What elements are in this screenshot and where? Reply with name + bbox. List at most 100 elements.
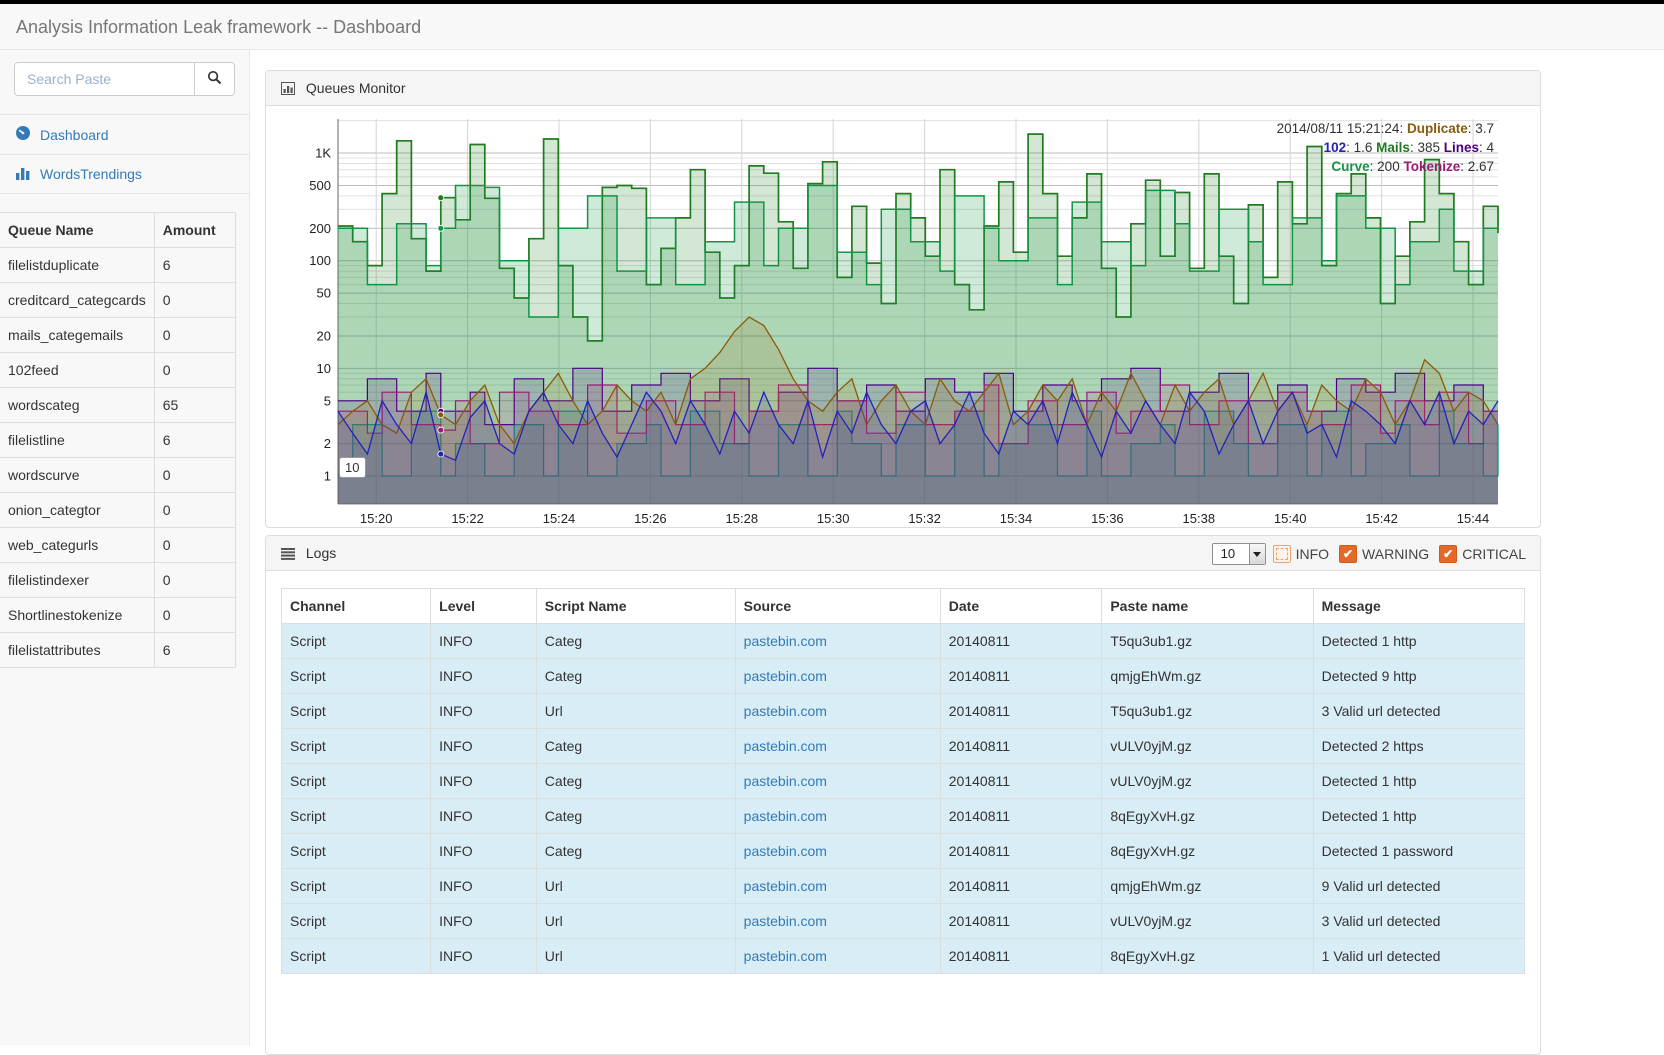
source-link[interactable]: pastebin.com: [744, 913, 827, 929]
log-cell: pastebin.com: [735, 659, 940, 694]
sidebar-item-dashboard[interactable]: Dashboard: [0, 114, 249, 154]
source-link[interactable]: pastebin.com: [744, 808, 827, 824]
svg-text:15:32: 15:32: [908, 511, 941, 526]
source-link[interactable]: pastebin.com: [744, 878, 827, 894]
log-cell: 1 Valid url detected: [1313, 939, 1524, 974]
queue-name: wordscurve: [0, 458, 154, 493]
source-link[interactable]: pastebin.com: [744, 738, 827, 754]
legend-segment: Mails: [1376, 140, 1410, 155]
svg-text:15:22: 15:22: [451, 511, 484, 526]
filter-checkbox-info[interactable]: [1273, 545, 1291, 563]
queue-name: 102feed: [0, 353, 154, 388]
queue-row: creditcard_categcards0: [0, 283, 236, 318]
queue-name: web_categurls: [0, 528, 154, 563]
log-cell: INFO: [431, 799, 537, 834]
queue-row: 102feed0: [0, 353, 236, 388]
source-link[interactable]: pastebin.com: [744, 773, 827, 789]
sidebar-item-wordstrendings[interactable]: WordsTrendings: [0, 154, 249, 194]
svg-text:15:34: 15:34: [1000, 511, 1033, 526]
log-cell: INFO: [431, 659, 537, 694]
legend-segment: : 1.6: [1346, 140, 1376, 155]
queue-amount: 0: [154, 598, 235, 633]
queues-chart[interactable]: 15:2015:2215:2415:2615:2815:3015:3215:34…: [282, 115, 1526, 528]
source-link[interactable]: pastebin.com: [744, 703, 827, 719]
source-link[interactable]: pastebin.com: [744, 633, 827, 649]
svg-text:500: 500: [309, 178, 331, 193]
search-button[interactable]: [195, 62, 235, 96]
search-icon: [207, 70, 222, 88]
svg-text:15:30: 15:30: [817, 511, 850, 526]
log-cell: Script: [282, 939, 431, 974]
svg-text:5: 5: [324, 393, 331, 408]
log-cell: vULV0yjM.gz: [1102, 904, 1313, 939]
log-cell: Detected 1 password: [1313, 834, 1524, 869]
queue-row: wordscurve0: [0, 458, 236, 493]
queues-monitor-header: Queues Monitor: [266, 71, 1540, 106]
select-arrow-icon: [1249, 544, 1265, 564]
queue-amount: 6: [154, 423, 235, 458]
filter-checkbox-warning[interactable]: ✔: [1339, 545, 1357, 563]
legend-segment: : 3.7: [1468, 121, 1494, 136]
log-cell: pastebin.com: [735, 904, 940, 939]
log-cell: 20140811: [940, 694, 1102, 729]
log-cell: INFO: [431, 869, 537, 904]
queue-row: filelistindexer0: [0, 563, 236, 598]
log-row: ScriptINFOCategpastebin.com201408118qEgy…: [282, 834, 1525, 869]
queue-name: filelistline: [0, 423, 154, 458]
queue-name: mails_categemails: [0, 318, 154, 353]
svg-text:15:40: 15:40: [1274, 511, 1307, 526]
log-cell: 20140811: [940, 729, 1102, 764]
roll-period-input[interactable]: 10: [339, 457, 366, 478]
log-cell: 20140811: [940, 869, 1102, 904]
log-cell: Script: [282, 799, 431, 834]
log-row: ScriptINFOCategpastebin.com20140811vULV0…: [282, 764, 1525, 799]
log-cell: vULV0yjM.gz: [1102, 729, 1313, 764]
log-cell: INFO: [431, 694, 537, 729]
queue-amount: 6: [154, 248, 235, 283]
queue-amount: 0: [154, 353, 235, 388]
queue-amount: 0: [154, 493, 235, 528]
legend-segment: Duplicate: [1407, 121, 1468, 136]
queue-row: web_categurls0: [0, 528, 236, 563]
page-size-select[interactable]: 10: [1212, 543, 1266, 565]
filter-label: CRITICAL: [1462, 537, 1526, 571]
log-cell: Script: [282, 904, 431, 939]
source-link[interactable]: pastebin.com: [744, 668, 827, 684]
log-cell: 20140811: [940, 624, 1102, 659]
filter-checkbox-critical[interactable]: ✔: [1439, 545, 1457, 563]
queue-row: filelistattributes6: [0, 633, 236, 668]
log-cell: Script: [282, 834, 431, 869]
logs-col-header: Script Name: [536, 589, 735, 624]
log-cell: 9 Valid url detected: [1313, 869, 1524, 904]
source-link[interactable]: pastebin.com: [744, 843, 827, 859]
log-cell: T5qu3ub1.gz: [1102, 694, 1313, 729]
page-title: Analysis Information Leak framework -- D…: [0, 4, 1664, 50]
search-input[interactable]: [14, 62, 195, 96]
log-cell: Url: [536, 904, 735, 939]
svg-text:15:24: 15:24: [543, 511, 576, 526]
log-cell: INFO: [431, 729, 537, 764]
log-cell: Script: [282, 729, 431, 764]
log-cell: 20140811: [940, 799, 1102, 834]
queue-amount: 6: [154, 633, 235, 668]
queue-amount: 0: [154, 458, 235, 493]
source-link[interactable]: pastebin.com: [744, 948, 827, 964]
queue-name: filelistindexer: [0, 563, 154, 598]
log-cell: Script: [282, 694, 431, 729]
log-cell: T5qu3ub1.gz: [1102, 624, 1313, 659]
filter-label: WARNING: [1362, 537, 1429, 571]
queue-row: wordscateg65: [0, 388, 236, 423]
log-cell: INFO: [431, 624, 537, 659]
queue-amount: 0: [154, 318, 235, 353]
log-cell: Categ: [536, 729, 735, 764]
log-cell: pastebin.com: [735, 764, 940, 799]
log-cell: Url: [536, 694, 735, 729]
logs-col-header: Message: [1313, 589, 1524, 624]
svg-text:15:42: 15:42: [1365, 511, 1398, 526]
log-cell: INFO: [431, 834, 537, 869]
svg-text:2: 2: [324, 436, 331, 451]
log-cell: 3 Valid url detected: [1313, 904, 1524, 939]
bar-chart-icon: [15, 165, 31, 184]
log-cell: Detected 1 http: [1313, 624, 1524, 659]
log-cell: Detected 9 http: [1313, 659, 1524, 694]
